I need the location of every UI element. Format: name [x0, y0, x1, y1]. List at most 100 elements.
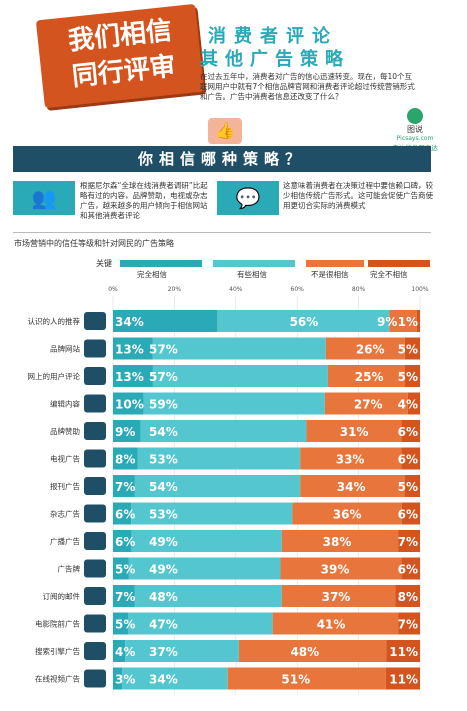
browser-icon [84, 339, 106, 358]
bar-segment [113, 612, 129, 635]
people-group-icon: 👥 [13, 181, 75, 215]
value-label-full: 13% [115, 370, 144, 384]
value-label-some: 49% [149, 535, 178, 549]
divider [13, 232, 431, 233]
bar-segment [134, 475, 301, 497]
bar-segment [386, 640, 420, 662]
value-label-notatall: 5% [398, 480, 418, 494]
category-label: 品牌赞助 [50, 426, 80, 436]
bar-segment [404, 365, 420, 387]
value-label-full: 5% [115, 563, 135, 577]
category-label: 编辑内容 [50, 399, 80, 409]
value-label-notatall: 4% [398, 398, 418, 412]
bar-segment [113, 420, 141, 442]
page-title-line1: 消费者评论 [208, 26, 338, 47]
bar-segment [404, 337, 420, 360]
value-label-full: 7% [115, 590, 135, 604]
value-label-notmuch: 26% [356, 343, 385, 357]
bar-segment [143, 392, 325, 415]
value-label-some: 48% [149, 590, 178, 604]
value-label-full: 9% [115, 425, 135, 439]
value-label-notmuch: 34% [337, 480, 366, 494]
value-label-full: 13% [115, 343, 144, 357]
x-tick-label: 20% [168, 286, 182, 293]
bar-segment [324, 392, 408, 415]
bar-segment [398, 530, 420, 552]
bar-segment [227, 667, 386, 690]
bar-segment [404, 475, 420, 497]
x-tick-label: 80% [352, 286, 366, 293]
sponsor-icon [84, 422, 106, 440]
bar-segment [122, 667, 228, 690]
mail-icon [84, 587, 106, 605]
category-label: 搜索引擎广告 [35, 646, 80, 656]
value-label-full: 5% [115, 618, 135, 632]
legend-key-label: 关键 [96, 259, 112, 268]
value-label-some: 49% [149, 563, 178, 577]
left-explainer-text: 根据尼尔森“全球在线消费者调研”比起略有过的内容，品牌赞助，电视或杂志广告，越来… [80, 181, 208, 220]
intro-text: 在过去五年中，消费者对广告的信心迅速转变。现在，每10个互联网用户中就有7个相信… [200, 72, 415, 101]
tv-icon [84, 449, 106, 468]
chart-title: 市场营销中的信任等级和针对网民的广告策略 [14, 239, 174, 248]
newspaper-icon [84, 394, 106, 413]
legend-swatch-full [120, 260, 202, 267]
value-label-full: 7% [115, 480, 135, 494]
bar-segment [113, 365, 153, 387]
value-label-some: 59% [149, 398, 178, 412]
category-label: 广播广告 [50, 536, 80, 546]
bar-segment [306, 420, 402, 442]
value-label-some: 34% [149, 673, 178, 687]
value-label-notatall: 7% [398, 618, 418, 632]
video-icon [84, 669, 106, 688]
bar-segment [401, 557, 420, 580]
value-label-notmuch: 31% [340, 425, 369, 439]
radio-icon [84, 532, 106, 550]
bar-segment [300, 475, 405, 497]
bar-segment [113, 640, 126, 662]
value-label-notatall: 11% [389, 645, 418, 659]
billboard-icon [84, 559, 106, 578]
bar-segment [398, 612, 420, 635]
value-label-some: 57% [149, 370, 178, 384]
bar-segment [395, 585, 420, 607]
category-label: 在线视频广告 [35, 674, 80, 684]
value-label-notmuch: 9% [377, 315, 397, 329]
logo-url: Picsays.com [396, 135, 434, 142]
value-label-full: 6% [115, 535, 135, 549]
bar-segment [152, 337, 326, 360]
logo-mark-icon [407, 108, 423, 124]
bar-segment [113, 557, 129, 580]
bar-segment [152, 365, 328, 387]
value-label-notatall: 7% [398, 535, 418, 549]
value-label-notmuch: 48% [290, 645, 319, 659]
bar-segment [325, 337, 405, 360]
value-label-full: 8% [115, 453, 135, 467]
bar-segment [407, 392, 420, 415]
value-label-notmuch: 27% [354, 398, 383, 412]
legend-label-notmuch: 不是很相信 [311, 270, 349, 279]
bar-segment [272, 612, 399, 635]
legend-swatch-notatall [368, 260, 430, 267]
x-tick-label: 100% [411, 286, 428, 293]
value-label-full: 4% [115, 645, 135, 659]
legend-swatch-some [213, 260, 295, 267]
bar-segment [140, 420, 307, 442]
bar-segment [137, 447, 301, 470]
bar-segment [113, 502, 132, 525]
right-explainer-text: 这意味着消费者在决策过程中要信赖口碑，较少相信传统广告形式。这可能会促使广告商使… [283, 181, 433, 210]
bar-segment [281, 585, 396, 607]
value-label-notmuch: 51% [281, 673, 310, 687]
value-label-notmuch: 37% [322, 590, 351, 604]
value-label-full: 3% [115, 673, 135, 687]
cinema-icon [84, 614, 106, 633]
magazine-icon [84, 504, 106, 523]
bar-segment [113, 310, 218, 332]
legend-swatch-notmuch [306, 260, 364, 267]
value-label-some: 53% [149, 508, 178, 522]
value-label-notatall: 6% [398, 563, 418, 577]
value-label-notatall: 8% [398, 590, 418, 604]
bar-segment [128, 557, 281, 580]
value-label-some: 57% [149, 343, 178, 357]
category-label: 广告牌 [58, 564, 81, 574]
bar-segment [113, 447, 138, 470]
